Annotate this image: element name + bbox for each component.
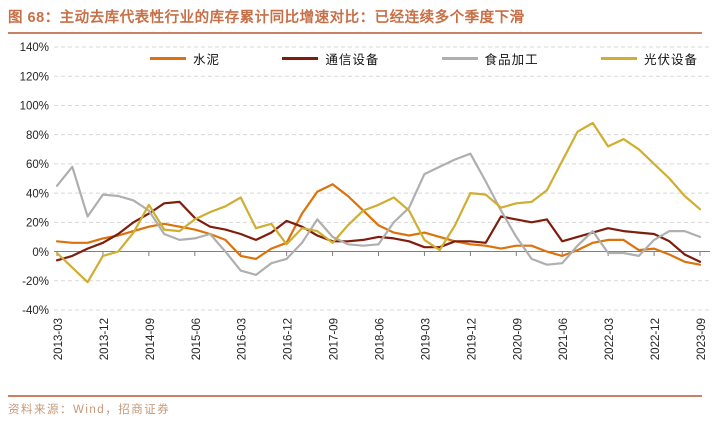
legend-label-telecom-equipment: 通信设备 <box>325 53 380 67</box>
y-tick-label: 120% <box>20 71 49 83</box>
legend-item-food-processing: 食品加工 <box>441 49 539 68</box>
y-tick-label: 0% <box>32 247 49 259</box>
y-tick-label: 60% <box>26 159 49 171</box>
y-tick-label: -20% <box>22 276 49 288</box>
y-tick-label: -40% <box>22 305 49 317</box>
x-tick-label: 2016-03 <box>237 318 249 360</box>
chart-canvas: 140% 120% 100% 80% 60% 40% 20% 0% -20% -40% 2013-0… <box>20 42 710 360</box>
x-tick-label: 2014-09 <box>145 318 157 360</box>
x-tick-label: 2022-03 <box>604 318 616 360</box>
x-tick-label: 2022-12 <box>650 318 662 360</box>
legend-item-cement: 水泥 <box>150 49 220 68</box>
x-tick-label: 2016-12 <box>283 318 295 360</box>
source-note: 资料来源：Wind，招商证券 <box>8 404 171 416</box>
y-tick-label: 20% <box>26 218 49 230</box>
x-tick-label: 2018-06 <box>375 318 387 360</box>
legend-item-telecom-equipment: 通信设备 <box>282 49 379 68</box>
x-tick-label: 2019-12 <box>466 318 478 360</box>
page-title: 图 68：主动去库代表性行业的库存累计同比增速对比：已经连续多个季度下滑 <box>8 10 525 26</box>
x-tick-label: 2019-03 <box>420 318 432 360</box>
x-tick-label: 2023-09 <box>696 318 708 360</box>
y-tick-label: 80% <box>26 130 49 142</box>
legend-label-cement: 水泥 <box>193 53 221 67</box>
series-line-pv-equipment <box>55 121 702 284</box>
legend-swatch-telecom-equipment <box>282 57 319 60</box>
legend-swatch-cement <box>150 57 186 60</box>
title-divider <box>8 32 702 34</box>
x-tick-label: 2013-12 <box>99 318 111 360</box>
legend-swatch-pv-equipment <box>600 57 637 60</box>
chart-legend: 水泥 通信设备 食品加工 光伏设备 <box>150 49 698 68</box>
y-tick-label: 140% <box>20 42 49 54</box>
x-tick-label: 2021-06 <box>558 318 570 360</box>
y-tick-label: 40% <box>26 188 49 200</box>
x-tick-label: 2020-09 <box>512 318 524 360</box>
legend-swatch-food-processing <box>441 57 478 60</box>
series-line-food-processing <box>55 152 702 276</box>
x-tick-label: 2013-03 <box>53 318 65 360</box>
legend-label-food-processing: 食品加工 <box>484 53 539 67</box>
x-tick-label: 2017-09 <box>329 318 341 360</box>
y-tick-label: 100% <box>20 101 49 113</box>
legend-item-pv-equipment: 光伏设备 <box>600 49 698 68</box>
series-line-cement <box>55 183 702 266</box>
x-tick-label: 2015-06 <box>191 318 203 360</box>
legend-label-pv-equipment: 光伏设备 <box>643 53 698 67</box>
footer-divider <box>8 395 702 397</box>
